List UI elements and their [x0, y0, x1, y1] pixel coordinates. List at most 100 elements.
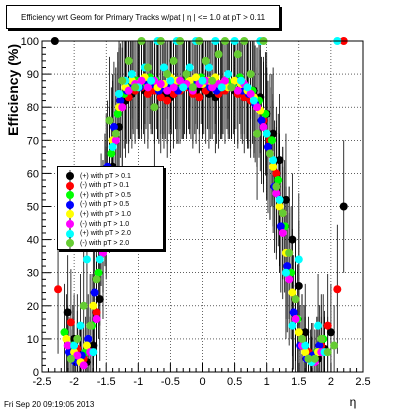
data-point	[179, 83, 188, 92]
data-point	[276, 222, 285, 231]
data-point	[262, 129, 271, 138]
data-point	[288, 288, 297, 297]
data-point	[60, 328, 69, 337]
x-axis-label: η	[350, 395, 357, 409]
data-point	[204, 63, 213, 72]
data-point	[185, 63, 194, 72]
data-point	[107, 149, 116, 158]
legend-marker	[64, 237, 76, 250]
data-point	[317, 334, 326, 343]
data-point	[274, 176, 283, 185]
data-point	[169, 83, 178, 92]
data-point	[281, 195, 290, 204]
y-tick-label: 10	[27, 334, 39, 346]
x-tick-label: 1.5	[291, 376, 306, 388]
data-point	[92, 315, 101, 324]
data-point	[294, 328, 303, 337]
data-point	[217, 83, 226, 92]
data-point	[73, 334, 82, 343]
legend-label: (-) with pT > 0.5	[80, 201, 130, 209]
data-point	[227, 83, 236, 92]
data-point	[66, 318, 75, 327]
data-point	[182, 70, 191, 79]
data-point	[90, 288, 99, 297]
data-point	[233, 50, 242, 59]
y-tick-label: 90	[27, 69, 39, 81]
x-tick-label: 0	[199, 376, 205, 388]
data-point	[214, 50, 223, 59]
data-point	[95, 295, 104, 304]
data-point	[278, 228, 287, 237]
data-point	[267, 136, 276, 145]
data-point	[275, 156, 284, 165]
data-point	[289, 308, 298, 317]
data-point	[272, 169, 281, 178]
data-point	[281, 268, 290, 277]
data-point	[198, 76, 207, 85]
y-tick-label: 70	[27, 135, 39, 147]
data-point	[159, 63, 168, 72]
legend-label: (+) with pT > 0.1	[80, 172, 131, 180]
data-point	[195, 93, 204, 102]
x-tick-label: -1.5	[97, 376, 116, 388]
data-point	[220, 76, 229, 85]
data-point	[246, 89, 255, 98]
data-point	[291, 315, 300, 324]
data-point	[89, 301, 98, 310]
timestamp-footer: Fri Sep 20 09:19:05 2013	[4, 400, 95, 409]
data-point	[315, 341, 324, 350]
data-point	[314, 321, 323, 330]
data-point	[108, 142, 117, 151]
axes: -2.5 -2 -1.5 -1 -0.5 0 0.5 1 1.5 2 2.5 0 10 20 30 40 50 6…	[21, 36, 371, 388]
data-point	[147, 76, 156, 85]
data-point	[272, 189, 281, 198]
legend-label: (+) with pT > 0.5	[80, 191, 131, 199]
data-point	[118, 76, 127, 85]
legend: (+) with pT > 0.1 (-) with pT > 0.1 (+) wi…	[57, 166, 164, 250]
data-point	[79, 361, 88, 370]
data-point	[79, 301, 88, 310]
data-point	[92, 275, 101, 284]
data-point	[294, 281, 303, 290]
data-point	[163, 86, 172, 95]
data-point	[246, 70, 255, 79]
data-point	[304, 354, 313, 363]
data-point	[249, 96, 258, 105]
legend-label: (+) with pT > 2.0	[80, 230, 131, 238]
data-point	[283, 262, 292, 271]
data-point	[323, 321, 332, 330]
data-point	[143, 83, 152, 92]
data-point	[89, 348, 98, 357]
data-point	[285, 248, 294, 257]
chart-title-box: Efficiency wrt Geom for Primary Tracks w…	[6, 5, 280, 29]
data-point	[82, 255, 91, 264]
data-point	[310, 354, 319, 363]
data-point	[70, 341, 79, 350]
data-point	[143, 89, 152, 98]
data-point	[63, 308, 72, 317]
legend-label: (-) with pT > 2.0	[80, 239, 130, 247]
data-point	[176, 76, 185, 85]
data-point	[76, 321, 85, 330]
x-tick-label: -2	[69, 376, 79, 388]
data-point	[94, 268, 103, 277]
data-point	[54, 285, 63, 294]
data-point	[150, 103, 159, 112]
data-point	[253, 129, 262, 138]
data-point	[98, 248, 107, 257]
data-point	[208, 76, 217, 85]
data-point	[275, 195, 284, 204]
data-point	[116, 96, 125, 105]
data-point	[166, 76, 175, 85]
data-point	[163, 96, 172, 105]
data-point	[124, 86, 133, 95]
data-point	[285, 275, 294, 284]
data-point	[156, 93, 165, 102]
data-point	[169, 56, 178, 65]
data-point	[82, 341, 91, 350]
y-tick-label: 30	[27, 268, 39, 280]
data-point	[156, 80, 165, 89]
y-tick-label: 60	[27, 168, 39, 180]
y-tick-label: 100	[21, 36, 39, 48]
data-point	[237, 76, 246, 85]
